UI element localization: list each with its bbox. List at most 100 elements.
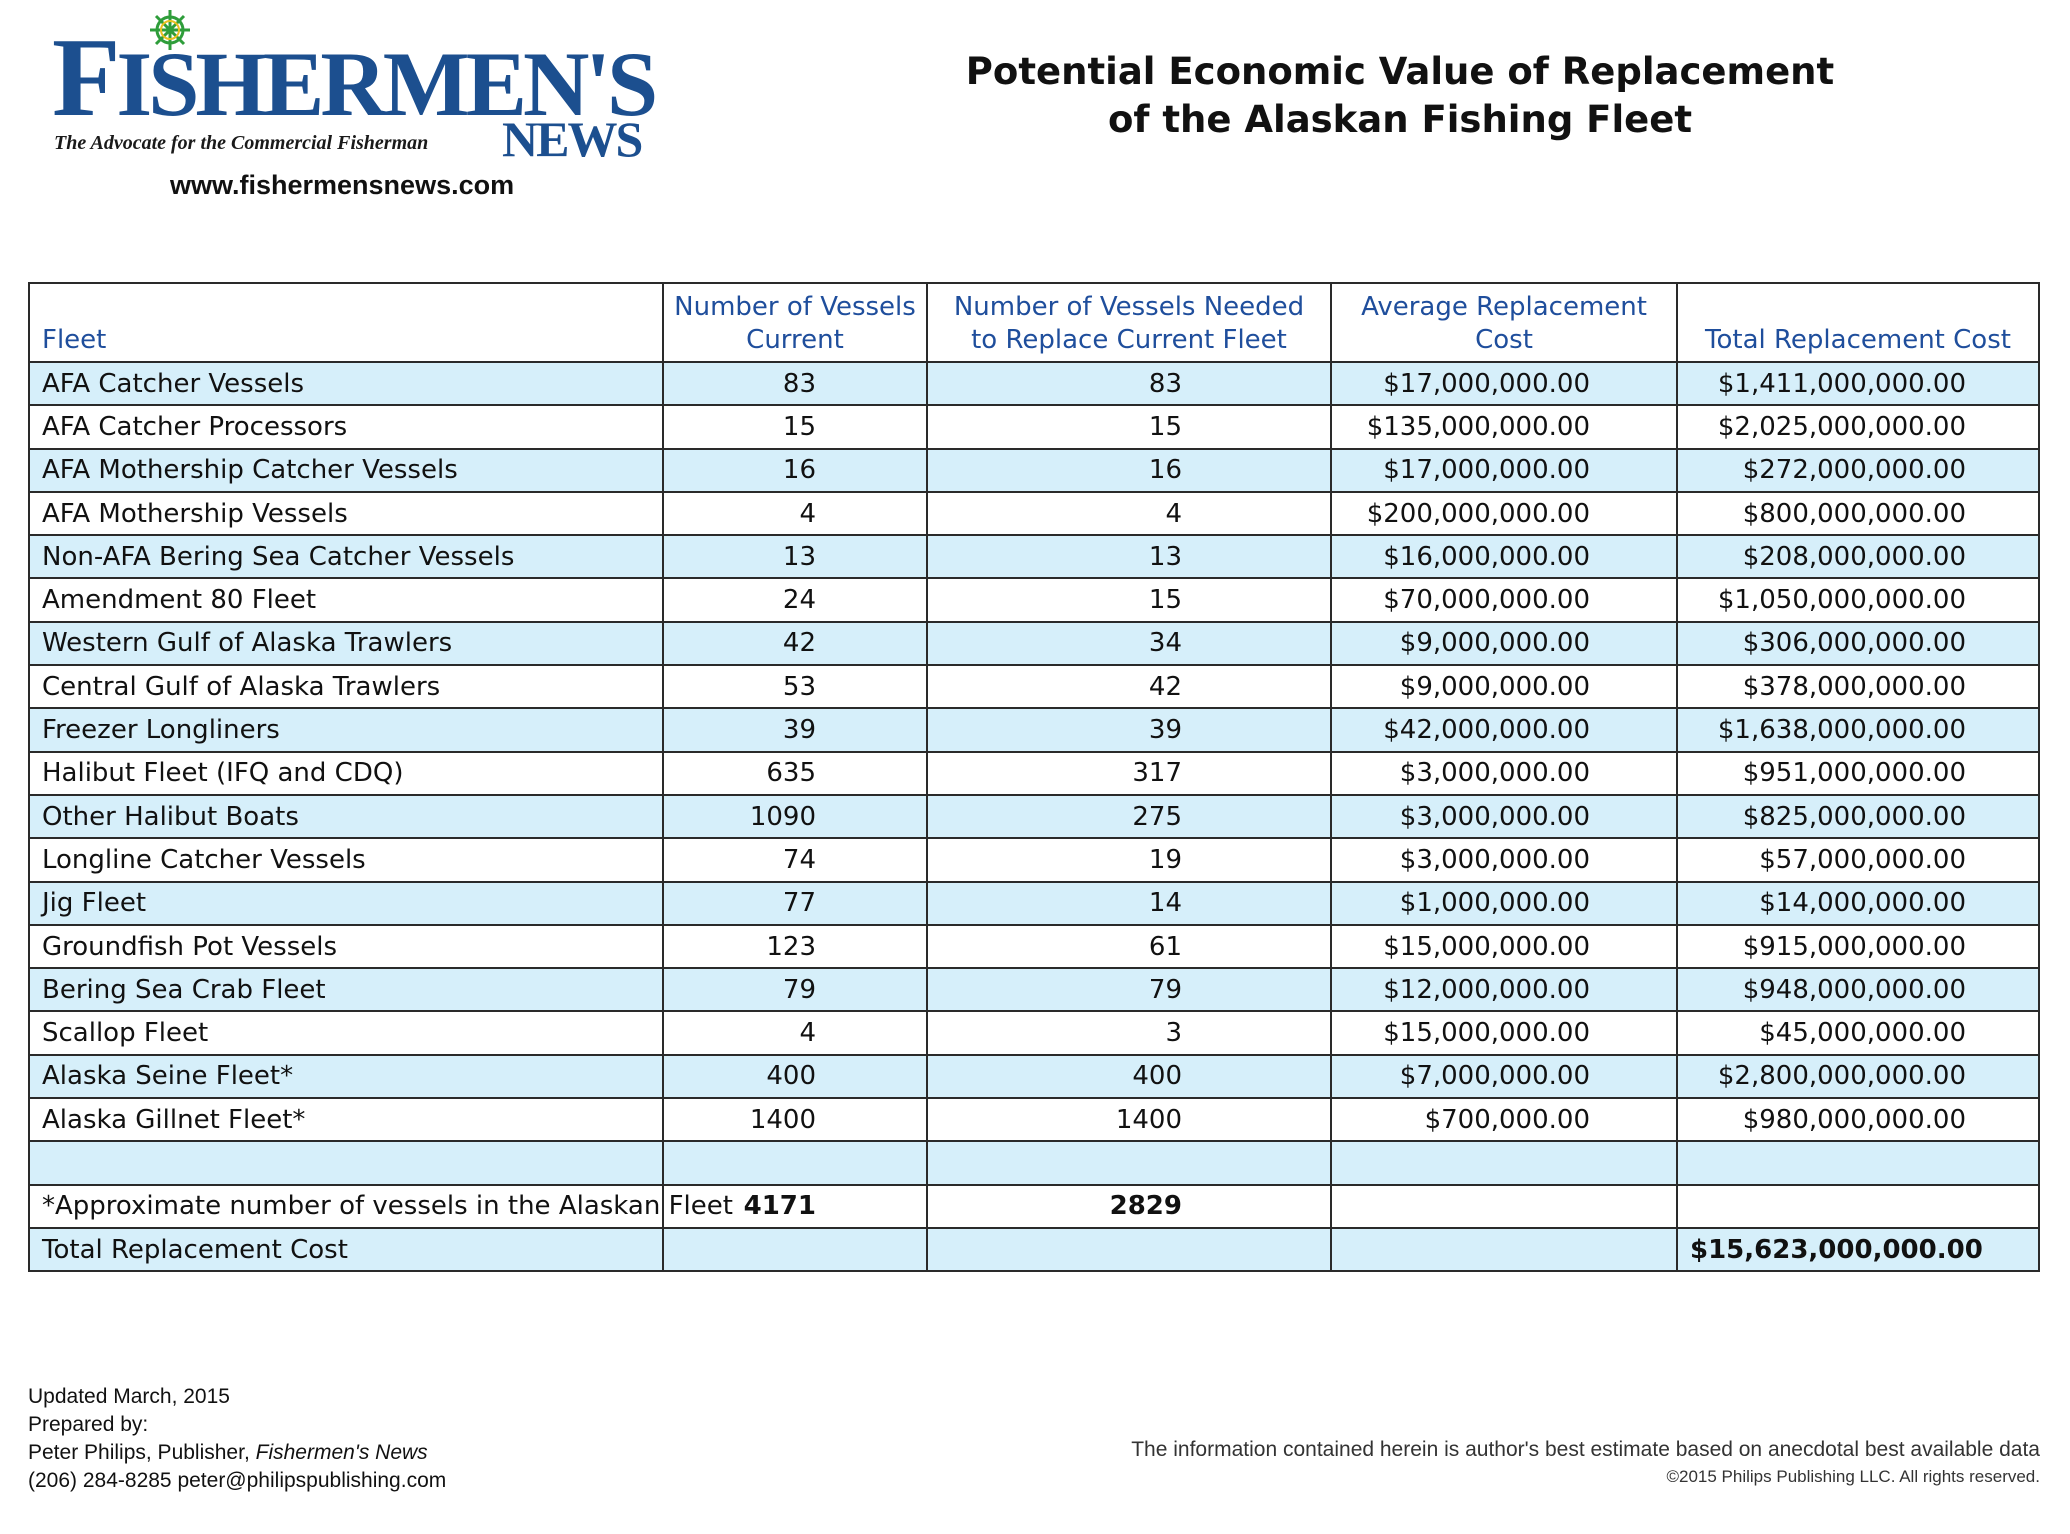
disclaimer-text: The information contained herein is auth…: [1131, 1438, 2040, 1461]
table-body: AFA Catcher Vessels 83 83 $17,000,000.00 $1,…: [28, 360, 2040, 1273]
total-replacement-row: Total Replacement Cost $15,623,000,000.0…: [28, 1226, 2040, 1273]
average-cost-cell: $200,000,000.00: [1330, 490, 1678, 537]
fleet-cell: Freezer Longliners: [28, 707, 664, 753]
approximate-needed-total: 2829: [926, 1183, 1332, 1229]
fleet-cell: Non-AFA Bering Sea Catcher Vessels: [28, 534, 664, 580]
current-cell: 16: [662, 447, 928, 493]
needed-cell: 400: [926, 1053, 1332, 1100]
average-cost-cell: $3,000,000.00: [1330, 750, 1678, 796]
fleet-table-container: Fleet Number of Vessels Current Number of…: [28, 282, 2040, 1273]
total-cost-cell: $14,000,000.00: [1676, 880, 2040, 926]
table-row: Non-AFA Bering Sea Catcher Vessels 13 13 $1…: [28, 534, 2040, 580]
total-cost-cell: $208,000,000.00: [1676, 534, 2040, 580]
current-cell: 42: [662, 620, 928, 667]
needed-cell: 83: [926, 360, 1332, 407]
fleet-cell: AFA Catcher Processors: [28, 404, 664, 450]
current-cell: 400: [662, 1053, 928, 1100]
copyright-text: ©2015 Philips Publishing LLC. All rights…: [1666, 1467, 2040, 1486]
fleet-cell: Amendment 80 Fleet: [28, 577, 664, 623]
needed-cell: 16: [926, 447, 1332, 493]
total-cost-cell: $1,050,000,000.00: [1676, 577, 2040, 623]
table-row: AFA Mothership Catcher Vessels 16 16 $17,00…: [28, 447, 2040, 493]
total-cost-cell: $1,638,000,000.00: [1676, 707, 2040, 753]
total-cost-cell: $2,800,000,000.00: [1676, 1053, 2040, 1100]
fleet-cell: AFA Catcher Vessels: [28, 360, 664, 407]
current-cell: 74: [662, 837, 928, 883]
total-label: Total Replacement Cost: [28, 1226, 664, 1273]
total-cost-cell: $951,000,000.00: [1676, 750, 2040, 796]
header-current: Number of Vessels Current: [662, 282, 928, 363]
current-cell: 4: [662, 1010, 928, 1056]
fleet-replacement-table: Fleet Number of Vessels Current Number of…: [28, 282, 2040, 1273]
current-cell: 24: [662, 577, 928, 623]
current-cell: 13: [662, 534, 928, 580]
total-cost-cell: $2,025,000,000.00: [1676, 404, 2040, 450]
current-cell: 83: [662, 360, 928, 407]
needed-cell: 1400: [926, 1097, 1332, 1143]
average-cost-cell: $1,000,000.00: [1330, 880, 1678, 926]
average-cost-cell: $7,000,000.00: [1330, 1053, 1678, 1100]
header-needed: Number of Vessels Needed to Replace Curre…: [926, 282, 1332, 363]
total-cost-cell: $948,000,000.00: [1676, 967, 2040, 1013]
current-cell: 1090: [662, 793, 928, 840]
average-cost-cell: $12,000,000.00: [1330, 967, 1678, 1013]
approximate-current-total: 4171: [662, 1183, 928, 1229]
grand-total-value: $15,623,000,000.00: [1676, 1226, 2040, 1273]
total-cost-cell: $272,000,000.00: [1676, 447, 2040, 493]
prepared-by-label: Prepared by:: [28, 1413, 149, 1436]
needed-cell: 317: [926, 750, 1332, 796]
table-row: Central Gulf of Alaska Trawlers 53 42 $9,00…: [28, 664, 2040, 710]
current-cell: 1400: [662, 1097, 928, 1143]
fleet-cell: Groundfish Pot Vessels: [28, 923, 664, 970]
table-row: Other Halibut Boats 1090 275 $3,000,000.00 $…: [28, 793, 2040, 840]
average-cost-cell: $70,000,000.00: [1330, 577, 1678, 623]
total-cost-cell: $1,411,000,000.00: [1676, 360, 2040, 407]
average-cost-cell: $3,000,000.00: [1330, 793, 1678, 840]
average-cost-cell: $17,000,000.00: [1330, 447, 1678, 493]
total-cost-cell: $378,000,000.00: [1676, 664, 2040, 710]
table-row: AFA Catcher Processors 15 15 $135,000,000.0…: [28, 404, 2040, 450]
needed-cell: 39: [926, 707, 1332, 753]
logo-news: NEWS: [502, 111, 643, 167]
current-cell: 79: [662, 967, 928, 1013]
average-cost-cell: $15,000,000.00: [1330, 923, 1678, 970]
needed-cell: 34: [926, 620, 1332, 667]
fleet-cell: Central Gulf of Alaska Trawlers: [28, 664, 664, 710]
website-link[interactable]: www.fishermensnews.com: [170, 170, 515, 200]
masthead-logo: FISHERMEN'S The Advocate for the Commerc…: [52, 8, 658, 208]
fleet-cell: Jig Fleet: [28, 880, 664, 926]
fleet-cell: Western Gulf of Alaska Trawlers: [28, 620, 664, 667]
average-cost-cell: $15,000,000.00: [1330, 1010, 1678, 1056]
fleet-cell: Alaska Seine Fleet*: [28, 1053, 664, 1100]
average-cost-cell: $42,000,000.00: [1330, 707, 1678, 753]
fleet-cell: AFA Mothership Catcher Vessels: [28, 447, 664, 493]
current-cell: 123: [662, 923, 928, 970]
approximate-label: *Approximate number of vessels in the Al…: [28, 1183, 733, 1229]
table-row: Halibut Fleet (IFQ and CDQ) 635 317 $3,000,…: [28, 750, 2040, 796]
header-fleet: Fleet: [28, 282, 664, 363]
fleet-cell: Bering Sea Crab Fleet: [28, 967, 664, 1013]
fleet-cell: Scallop Fleet: [28, 1010, 664, 1056]
fleet-cell: Other Halibut Boats: [28, 793, 664, 840]
table-row: Alaska Seine Fleet* 400 400 $7,000,000.00 $2…: [28, 1053, 2040, 1100]
average-cost-cell: $3,000,000.00: [1330, 837, 1678, 883]
total-cost-cell: $57,000,000.00: [1676, 837, 2040, 883]
needed-cell: 15: [926, 577, 1332, 623]
publisher-line: Peter Philips, Publisher, Fishermen's Ne…: [28, 1441, 428, 1464]
approximate-count-row: *Approximate number of vessels in the Al…: [28, 1183, 2040, 1229]
empty-row: [28, 1140, 2040, 1186]
current-cell: 39: [662, 707, 928, 753]
average-cost-cell: $17,000,000.00: [1330, 360, 1678, 407]
fleet-cell: AFA Mothership Vessels: [28, 490, 664, 537]
current-cell: 53: [662, 664, 928, 710]
current-cell: 77: [662, 880, 928, 926]
needed-cell: 275: [926, 793, 1332, 840]
needed-cell: 14: [926, 880, 1332, 926]
title-line-2: of the Alaskan Fishing Fleet: [1107, 98, 1693, 141]
needed-cell: 42: [926, 664, 1332, 710]
needed-cell: 4: [926, 490, 1332, 537]
fleet-cell: Halibut Fleet (IFQ and CDQ): [28, 750, 664, 796]
table-row: Western Gulf of Alaska Trawlers 42 34 $9,00…: [28, 620, 2040, 667]
footer-legal: The information contained herein is auth…: [1131, 1436, 2040, 1490]
title-line-1: Potential Economic Value of Replacement: [965, 50, 1835, 93]
